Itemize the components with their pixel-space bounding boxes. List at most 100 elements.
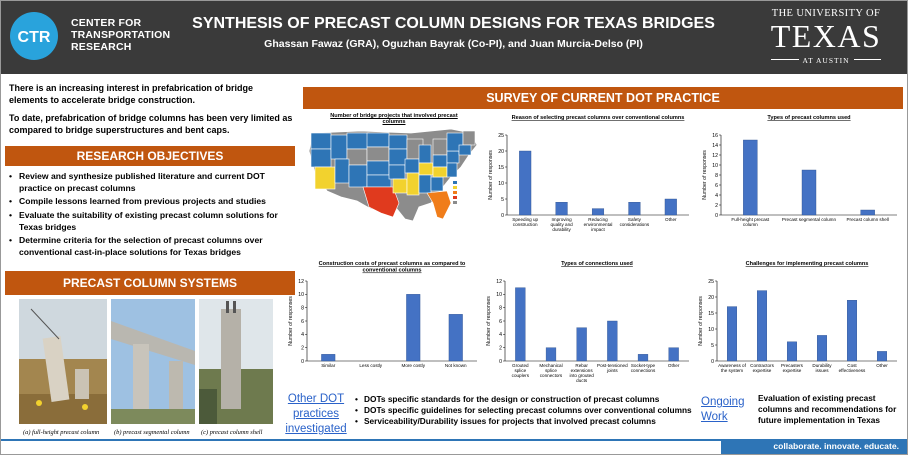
x-category-label: extensions (571, 368, 594, 373)
x-category-label: quality and (550, 222, 573, 227)
x-category-label: Not known (445, 363, 467, 368)
bar (448, 314, 463, 362)
y-tick-label: 10 (712, 163, 718, 169)
y-tick-label: 12 (298, 279, 304, 285)
ongoing-work-link[interactable]: Ongoing Work (701, 396, 745, 423)
x-category-label: environmental (584, 222, 613, 227)
chart-title: Types of precast columns used (767, 115, 851, 121)
x-category-label: More costly (402, 363, 426, 368)
y-tick-label: 5 (501, 197, 504, 203)
y-tick-label: 8 (301, 305, 304, 311)
x-category-label: Precast segmental column (782, 217, 837, 222)
bar (519, 150, 532, 216)
objective-item: Evaluate the suitability of existing pre… (9, 209, 294, 233)
ctr-line-1: CENTER FOR (71, 17, 142, 29)
other-dot-item: Serviceability/Durability issues for pro… (355, 416, 703, 427)
photo-full-height-column (19, 299, 107, 424)
x-category-label: Full-height precast (731, 217, 770, 222)
x-category-label: Other (665, 217, 677, 222)
bar (515, 287, 526, 362)
bar (607, 320, 618, 362)
ctr-logo-icon: CTR (10, 12, 58, 60)
y-tick-label: 12 (712, 153, 718, 159)
y-tick-label: 15 (498, 165, 504, 171)
poster-authors: Ghassan Fawaz (GRA), Oguzhan Bayrak (Co-… (264, 38, 643, 50)
bar (816, 335, 827, 362)
x-category-label: durability (552, 227, 571, 232)
chart-construction-costs: Construction costs of precast columns as… (288, 261, 477, 368)
y-tick-label: 20 (708, 295, 714, 301)
intro-paragraph-1: There is an increasing interest in prefa… (9, 83, 254, 105)
x-category-label: effectiveness (839, 368, 866, 373)
x-category-label: Other (876, 363, 888, 368)
us-map (308, 128, 478, 222)
x-category-label: Durability (812, 363, 832, 368)
y-tick-label: 0 (711, 359, 714, 365)
x-category-label: column (743, 222, 758, 227)
x-category-label: Similar (321, 363, 336, 368)
y-tick-label: 0 (715, 213, 718, 219)
bar (668, 347, 679, 362)
survey-heading: SURVEY OF CURRENT DOT PRACTICE (303, 87, 903, 109)
y-axis-label: Number of responses (288, 296, 294, 346)
y-tick-label: 25 (708, 279, 714, 285)
x-category-label: expertise (753, 368, 772, 373)
footer-rule (1, 439, 721, 441)
bar (786, 341, 797, 362)
bar (876, 351, 887, 362)
x-category-label: Other (668, 363, 680, 368)
objective-item: Determine criteria for the selection of … (9, 234, 294, 258)
x-category-label: splice (545, 368, 557, 373)
other-dot-list: DOTs specific standards for the design o… (355, 394, 703, 427)
chart-title: Construction costs of precast columns as… (319, 261, 466, 267)
y-tick-label: 4 (715, 193, 718, 199)
other-dot-practices-link[interactable]: Other DOT practices investigated (285, 393, 347, 435)
chart-column-types: Types of precast columns used Number of r… (702, 115, 897, 227)
chart-connection-types: Types of connections used Number of respo… (486, 261, 689, 383)
y-tick-label: 14 (712, 143, 718, 149)
x-category-label: Grouted (512, 363, 529, 368)
y-tick-label: 10 (496, 292, 502, 298)
y-axis-label: Number of responses (486, 296, 492, 346)
ctr-logo-text: CTR (18, 29, 51, 46)
x-category-label: Rebar (575, 363, 588, 368)
bar (860, 209, 875, 216)
bar (664, 198, 677, 216)
bar (545, 347, 557, 362)
bar (727, 306, 738, 362)
x-category-label: issues (815, 368, 829, 373)
chart-title: Types of connections used (561, 261, 633, 267)
x-category-label: considerations (620, 222, 650, 227)
map-title: Number of bridge projects that involved … (330, 113, 458, 125)
intro-paragraph-2: To date, prefabrication of bridge column… (9, 113, 293, 135)
research-objectives-heading: RESEARCH OBJECTIVES (5, 146, 295, 166)
x-category-label: Reducing (588, 217, 608, 222)
bar (743, 139, 758, 216)
bar (591, 208, 605, 216)
ut-logo-texas: TEXAS (770, 18, 882, 54)
x-category-label: Speeding up (512, 217, 538, 222)
other-dot-item: DOTs specific standards for the design o… (355, 394, 703, 405)
x-category-label: Awareness of (718, 363, 746, 368)
x-category-label: Precast column shell (846, 217, 888, 222)
y-tick-label: 8 (715, 173, 718, 179)
x-category-label: construction (513, 222, 538, 227)
other-dot-item: DOTs specific guidelines for selecting p… (355, 405, 703, 416)
y-tick-label: 16 (712, 133, 718, 139)
y-tick-label: 0 (499, 359, 502, 365)
chart-title: Challenges for implementing precast colu… (746, 261, 869, 267)
y-tick-label: 0 (501, 213, 504, 219)
bar (637, 354, 649, 362)
x-category-label: Safety (628, 217, 642, 222)
ut-logo-austin: AT AUSTIN (751, 56, 901, 65)
y-tick-label: 10 (708, 327, 714, 333)
bar (576, 327, 587, 362)
precast-systems-heading: PRECAST COLUMN SYSTEMS (5, 271, 295, 295)
y-tick-label: 6 (301, 319, 304, 325)
caption-segmental: (b) precast segmental column (114, 429, 190, 436)
objective-item: Review and synthesize published literatu… (9, 170, 294, 194)
objectives-list: Review and synthesize published literatu… (9, 170, 294, 259)
y-axis-label: Number of responses (488, 150, 494, 200)
y-tick-label: 15 (708, 311, 714, 317)
